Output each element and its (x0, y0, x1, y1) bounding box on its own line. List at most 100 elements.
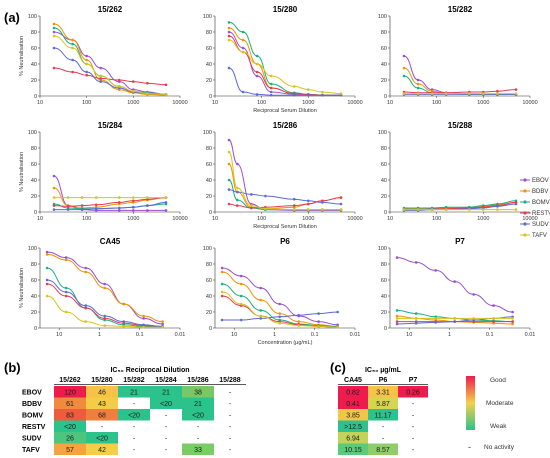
data-point-bdbv (278, 312, 282, 315)
x-tick-label: 1000 (477, 100, 489, 106)
data-point-tafv (339, 208, 343, 211)
y-tick-label: 20 (381, 78, 387, 84)
data-point-sudv (45, 278, 49, 282)
data-point-tafv (64, 310, 68, 314)
y-tick-label: 40 (31, 178, 37, 184)
plot-P7: P7 0 20 40 60 80 100 10 1 0.1 0.01 (378, 237, 536, 338)
data-point-tafv (482, 92, 485, 95)
table-cell-fill (338, 432, 368, 444)
data-point-restv (255, 70, 259, 74)
y-tick-label: 0 (384, 326, 387, 332)
series-line-sudv (54, 201, 167, 211)
data-point-ebov (99, 66, 102, 70)
legend-label: TAFV (532, 233, 547, 239)
data-point-tafv (402, 92, 406, 95)
table-cell: 6.94 (346, 436, 360, 443)
table-column-header: 15/282 (123, 377, 145, 384)
table-cell: 11.17 (375, 413, 392, 420)
table-cell-fill (54, 420, 86, 432)
data-point-ebov (220, 266, 224, 270)
data-point-restv (293, 204, 296, 207)
table-cell: 57 (66, 447, 74, 454)
data-point-sudv (64, 290, 68, 294)
plot-P6: P6 0 20 40 60 80 100 10 1 0.1 0.01 Concentration (µ… (203, 237, 361, 346)
y-tick-label: 0 (34, 326, 37, 332)
data-point-sudv (99, 80, 102, 83)
y-tick-label: 0 (209, 210, 212, 216)
table-column-header: 15/288 (219, 377, 241, 384)
table-cell: <20 (64, 424, 76, 431)
data-point-tafv (264, 207, 267, 211)
table-cell: 10.15 (344, 447, 362, 454)
series-line-bomv (228, 179, 342, 211)
data-point-ebov (85, 54, 88, 58)
y-tick-label: 60 (381, 278, 387, 284)
data-point-bomv (259, 309, 263, 312)
data-point-tafv (85, 62, 88, 66)
data-point-sudv (297, 313, 301, 317)
data-point-tafv (307, 88, 310, 91)
table-cell-fill (182, 409, 214, 421)
x-tick-label: 100 (257, 216, 266, 222)
data-point-restv (80, 204, 84, 207)
y-tick-label: 0 (384, 210, 387, 216)
series-line-bomv (228, 21, 341, 96)
series-line-restv (53, 197, 167, 207)
data-point-restv (94, 203, 98, 207)
y-tick-label: 60 (31, 162, 37, 168)
table-cell-fill (150, 386, 182, 398)
y-tick-label: 100 (203, 130, 212, 136)
table-cell: - (133, 401, 136, 408)
table-cell: 3.31 (376, 390, 390, 397)
table-cell: - (165, 436, 168, 443)
x-tick-label: 10000 (522, 216, 537, 222)
data-point-bdbv (52, 186, 56, 190)
table-cell-fill (54, 443, 86, 455)
y-tick-label: 60 (31, 46, 37, 52)
x-tick-label: 1000 (302, 100, 314, 106)
data-point-restv (220, 294, 224, 298)
data-point-ebov (255, 74, 259, 78)
data-point-bdbv (84, 270, 87, 274)
data-point-ebov (227, 138, 231, 142)
table-cell: >12.5 (344, 424, 362, 431)
series-line-sudv (228, 189, 342, 205)
series-line-bdbv (53, 187, 167, 209)
data-point-sudv (71, 58, 74, 62)
table-cell-fill (368, 386, 398, 398)
data-point-bdbv (52, 22, 56, 26)
data-point-sudv (142, 323, 145, 327)
data-point-ebov (241, 46, 245, 50)
series-line-restv (53, 67, 167, 86)
x-tick-label: 1 (98, 332, 101, 338)
table-cell: - (229, 424, 232, 431)
data-point-bomv (239, 294, 243, 298)
data-point-tafv (430, 92, 434, 95)
table-cell-fill (338, 443, 368, 455)
data-point-bomv (45, 266, 49, 270)
table-cell: 21 (162, 390, 170, 397)
y-tick-label: 20 (206, 194, 212, 200)
legend-label: BDBV (532, 189, 548, 195)
data-point-bomv (395, 309, 399, 312)
data-point-sudv (293, 93, 296, 97)
data-point-bdbv (241, 38, 245, 42)
table-cell: 33 (194, 447, 202, 454)
data-point-restv (84, 306, 87, 310)
table-column-header: 15/286 (187, 377, 209, 384)
data-point-sudv (321, 201, 324, 204)
y-tick-label: 40 (31, 62, 37, 68)
data-point-restv (496, 89, 499, 93)
x-axis-label: Concentration (µg/mL) (258, 340, 313, 346)
series-line-tafv (53, 35, 167, 95)
data-point-tafv (317, 325, 320, 328)
table-cell-fill (86, 409, 118, 421)
x-tick-label: 100 (82, 100, 91, 106)
x-tick-label: 1 (273, 332, 276, 338)
y-tick-label: 80 (206, 30, 212, 36)
table-cell: 21 (194, 401, 202, 408)
y-tick-label: 40 (206, 62, 212, 68)
table-cell: - (165, 447, 168, 454)
table-cell: 61 (66, 401, 74, 408)
